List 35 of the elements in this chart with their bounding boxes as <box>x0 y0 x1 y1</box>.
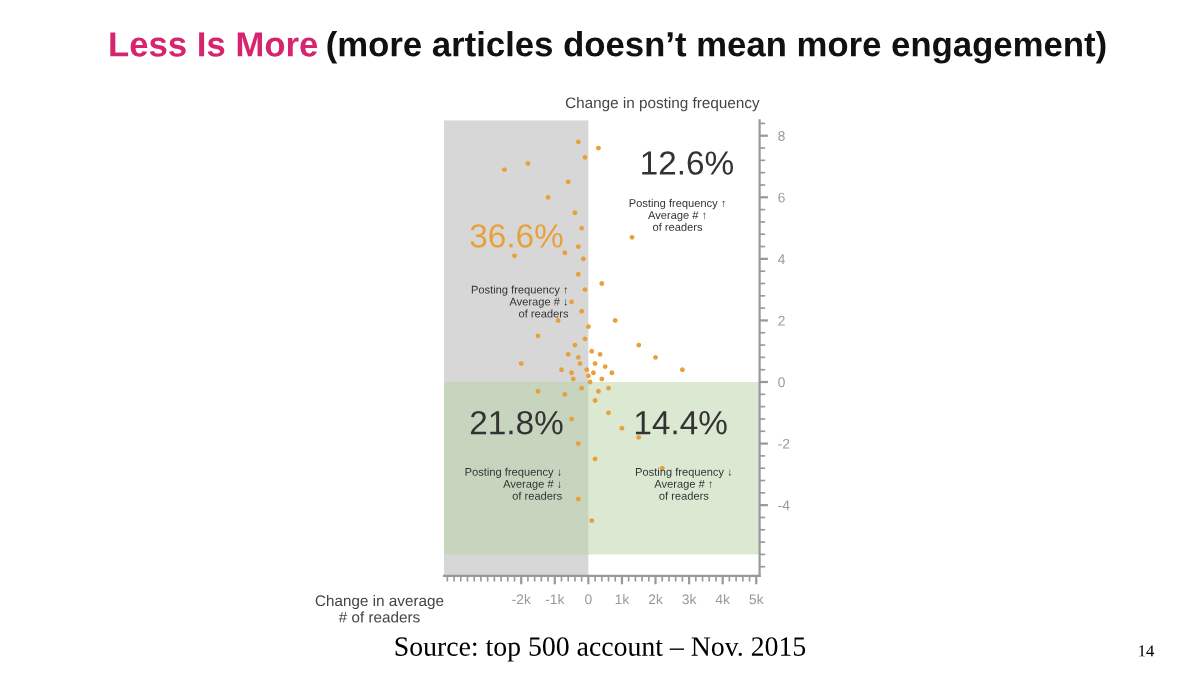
chart-title: Less Is More <box>110 32 318 57</box>
point <box>679 367 685 373</box>
point <box>575 496 581 502</box>
chart-subtitle: (more articles doesn’t mean more engagement) <box>327 31 1106 64</box>
point <box>575 139 581 145</box>
source-note: Source: top 500 account – Nov. 2015 <box>395 637 806 662</box>
annotation: 12.6% <box>642 151 733 175</box>
point <box>545 194 551 200</box>
point <box>562 250 568 256</box>
text: 14 <box>1139 645 1155 657</box>
point <box>570 376 576 382</box>
annotation: 36.6% <box>470 224 563 248</box>
point <box>584 367 590 373</box>
point <box>535 388 541 394</box>
point <box>597 351 603 357</box>
point <box>609 370 615 376</box>
point <box>589 348 595 354</box>
point <box>580 256 586 262</box>
point <box>629 234 635 240</box>
point <box>636 342 642 348</box>
point <box>565 179 571 185</box>
annotation: 14.4% <box>635 411 727 435</box>
annotation: 21.8% <box>470 410 563 435</box>
point <box>572 210 578 216</box>
point <box>565 351 571 357</box>
point <box>579 225 585 231</box>
point <box>582 154 588 160</box>
point <box>562 391 568 397</box>
point <box>602 364 608 370</box>
point <box>575 271 581 277</box>
point <box>575 354 581 360</box>
point <box>579 308 585 314</box>
point <box>585 373 591 379</box>
point <box>599 376 605 382</box>
point <box>579 385 585 391</box>
